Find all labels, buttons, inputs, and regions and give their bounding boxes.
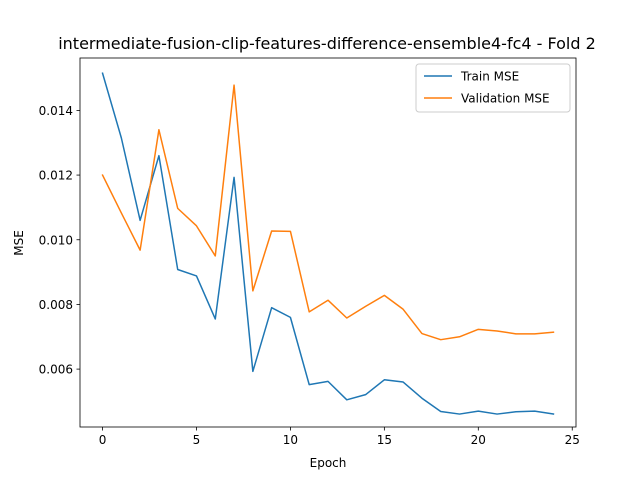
y-tick-label: 0.006	[39, 363, 73, 377]
chart-title: intermediate-fusion-clip-features-differ…	[58, 34, 596, 53]
series-line-0	[101, 72, 555, 415]
y-tick-label: 0.008	[39, 298, 73, 312]
x-tick-label: 10	[283, 433, 298, 447]
legend: Train MSE Validation MSE	[415, 63, 571, 113]
x-axis: 0 5 10 15 20 25	[99, 427, 580, 447]
x-tick-label: 5	[193, 433, 201, 447]
x-tick-label: 25	[565, 433, 580, 447]
legend-label-1: Validation MSE	[461, 92, 550, 106]
legend-box	[415, 63, 571, 113]
y-tick-label: 0.014	[39, 104, 73, 118]
x-tick-label: 15	[377, 433, 392, 447]
x-tick-label: 0	[99, 433, 107, 447]
legend-label-0: Train MSE	[460, 70, 519, 84]
x-tick-label: 20	[471, 433, 486, 447]
series-line-1	[101, 84, 555, 341]
y-tick-label: 0.012	[39, 169, 73, 183]
y-axis-label: MSE	[12, 230, 26, 256]
plot-area	[79, 57, 577, 428]
x-axis-label: Epoch	[310, 456, 347, 470]
plot-frame	[79, 57, 577, 428]
y-tick-label: 0.010	[39, 233, 73, 247]
y-axis: 0.006 0.008 0.010 0.012 0.014	[39, 104, 80, 377]
